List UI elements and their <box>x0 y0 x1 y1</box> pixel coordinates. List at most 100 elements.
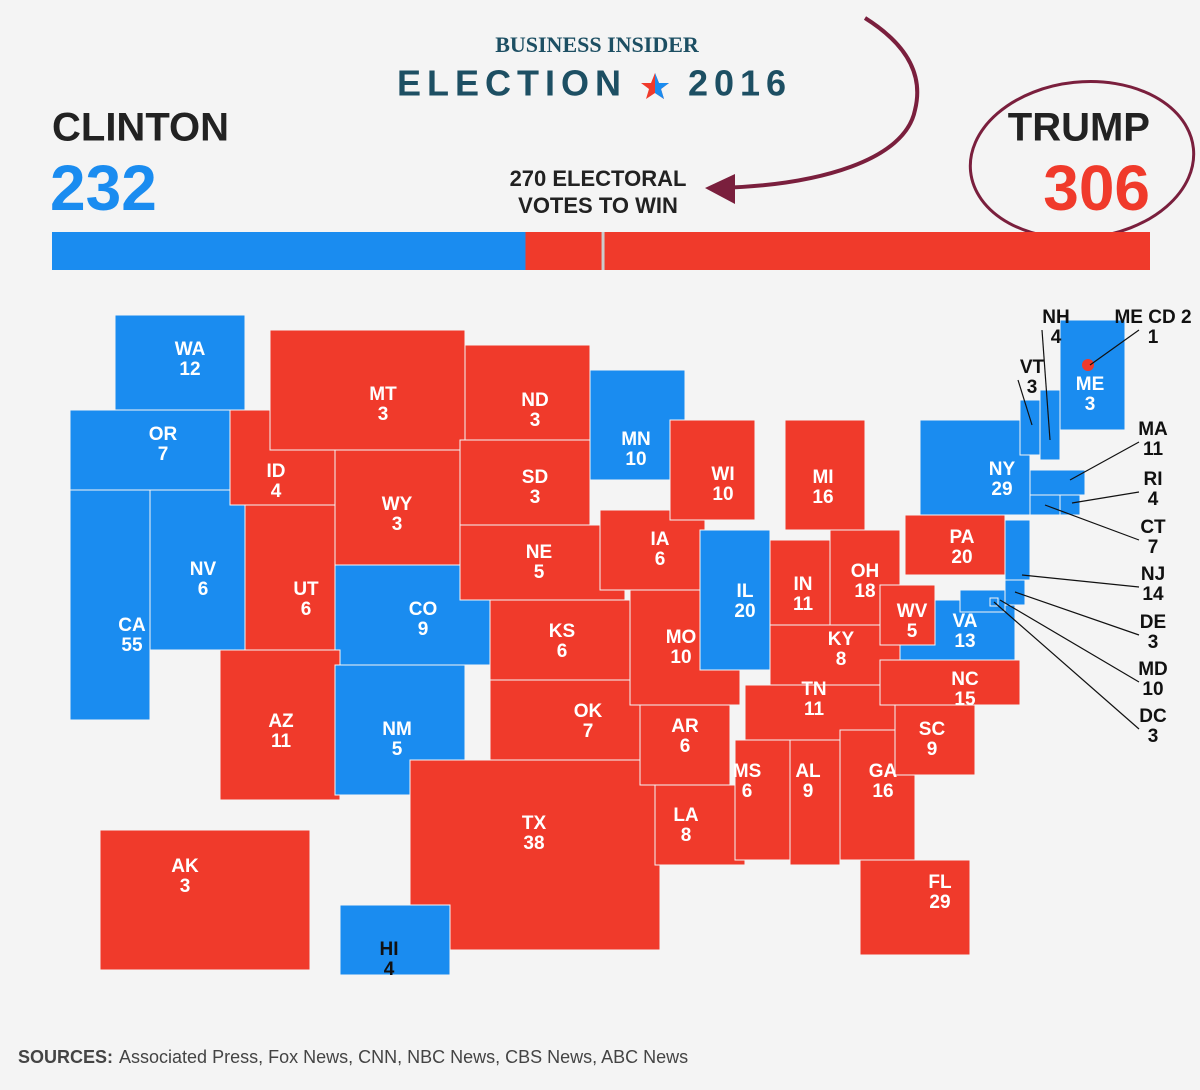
state <box>879 659 1021 706</box>
state-votes: 5 <box>392 739 403 760</box>
state-abbr: FL <box>928 872 952 893</box>
state-abbr: OK <box>574 701 603 722</box>
leader-line <box>1044 504 1140 541</box>
state-abbr: MA <box>1138 419 1168 440</box>
state-votes: 11 <box>1143 439 1164 460</box>
leader-line <box>1071 491 1140 504</box>
state-abbr: DE <box>1140 612 1166 633</box>
state-abbr: ID <box>267 461 286 482</box>
state <box>1039 389 1061 461</box>
state-abbr: GA <box>869 761 898 782</box>
annotation-arrowhead <box>705 174 735 204</box>
state-votes: 6 <box>742 781 753 802</box>
state-abbr: ND <box>521 390 548 411</box>
state-abbr: CO <box>409 599 438 620</box>
state-votes: 8 <box>836 649 847 670</box>
state <box>919 419 1031 516</box>
state-abbr: UT <box>293 579 319 600</box>
state-votes: 15 <box>954 689 976 710</box>
state-votes: 38 <box>523 833 544 854</box>
state-votes: 9 <box>418 619 429 640</box>
state-abbr: SC <box>919 719 946 740</box>
state <box>269 329 466 451</box>
state-votes: 10 <box>1142 679 1163 700</box>
state <box>114 314 246 411</box>
state-votes: 3 <box>1148 632 1159 653</box>
state-abbr: AK <box>171 856 199 877</box>
state-abbr: MD <box>1138 659 1168 680</box>
state-abbr: ME CD 2 <box>1114 307 1191 328</box>
state-abbr: OH <box>851 561 880 582</box>
state-votes: 10 <box>625 449 646 470</box>
state <box>859 859 971 956</box>
state-abbr: LA <box>673 805 699 826</box>
state-votes: 29 <box>991 479 1012 500</box>
state-votes: 55 <box>121 635 143 656</box>
state-abbr: DC <box>1139 706 1167 727</box>
state-votes: 3 <box>180 876 191 897</box>
state-abbr: NM <box>382 719 412 740</box>
state-votes: 6 <box>680 736 691 757</box>
state-votes: 4 <box>1051 327 1062 348</box>
state-votes: 9 <box>927 739 938 760</box>
state <box>699 529 771 671</box>
leader-line <box>1017 379 1033 426</box>
state-abbr: WI <box>711 464 734 485</box>
state-abbr: WV <box>897 601 928 622</box>
state <box>489 599 636 681</box>
state-abbr: WA <box>175 339 206 360</box>
sources: SOURCES: Associated Press, Fox News, CNN,… <box>18 1047 688 1067</box>
state-votes: 10 <box>712 484 733 505</box>
state <box>784 419 866 531</box>
state-votes: 4 <box>1148 489 1159 510</box>
year: 2016 <box>688 63 792 104</box>
state-abbr: IL <box>737 581 754 602</box>
state-abbr: RI <box>1144 469 1163 490</box>
state-abbr: NY <box>989 459 1016 480</box>
leader-line <box>1014 591 1140 636</box>
sources-text: Associated Press, Fox News, CNN, NBC New… <box>119 1047 688 1067</box>
state-votes: 10 <box>670 647 691 668</box>
state <box>669 419 756 521</box>
state-abbr: MT <box>369 384 397 405</box>
state-votes: 9 <box>803 781 814 802</box>
state <box>69 409 241 491</box>
threshold-label: 270 ELECTORAL <box>510 166 687 191</box>
candidate-name: CLINTON <box>52 106 229 150</box>
state-abbr: SD <box>522 467 548 488</box>
state-votes: 11 <box>793 594 814 615</box>
state-votes: 3 <box>1085 394 1096 415</box>
state <box>789 739 841 866</box>
state <box>409 759 661 951</box>
state <box>99 829 311 971</box>
state <box>904 514 1006 576</box>
state-abbr: KY <box>828 629 855 650</box>
state-abbr: IN <box>794 574 813 595</box>
state-abbr: NV <box>190 559 217 580</box>
state-abbr: VT <box>1020 357 1045 378</box>
state-votes: 29 <box>929 892 950 913</box>
state-abbr: MO <box>666 627 697 648</box>
state-votes: 16 <box>872 781 893 802</box>
state <box>244 504 336 651</box>
state <box>879 584 936 646</box>
state-abbr: WY <box>382 494 413 515</box>
state-votes: 18 <box>854 581 875 602</box>
state-abbr: CA <box>118 615 146 636</box>
state-votes: 3 <box>392 514 403 535</box>
state-votes: 4 <box>271 481 282 502</box>
state-abbr: PA <box>950 527 975 548</box>
state-abbr: NJ <box>1141 564 1165 585</box>
state-votes: 4 <box>384 959 395 980</box>
state-abbr: MI <box>812 467 833 488</box>
state-votes: 14 <box>1142 584 1164 605</box>
state-votes: 8 <box>681 825 692 846</box>
state <box>639 704 731 786</box>
state-abbr: VA <box>953 611 978 632</box>
state-votes: 7 <box>158 444 169 465</box>
state-votes: 11 <box>804 699 825 720</box>
state-abbr: TX <box>522 813 547 834</box>
state-abbr: MN <box>621 429 651 450</box>
